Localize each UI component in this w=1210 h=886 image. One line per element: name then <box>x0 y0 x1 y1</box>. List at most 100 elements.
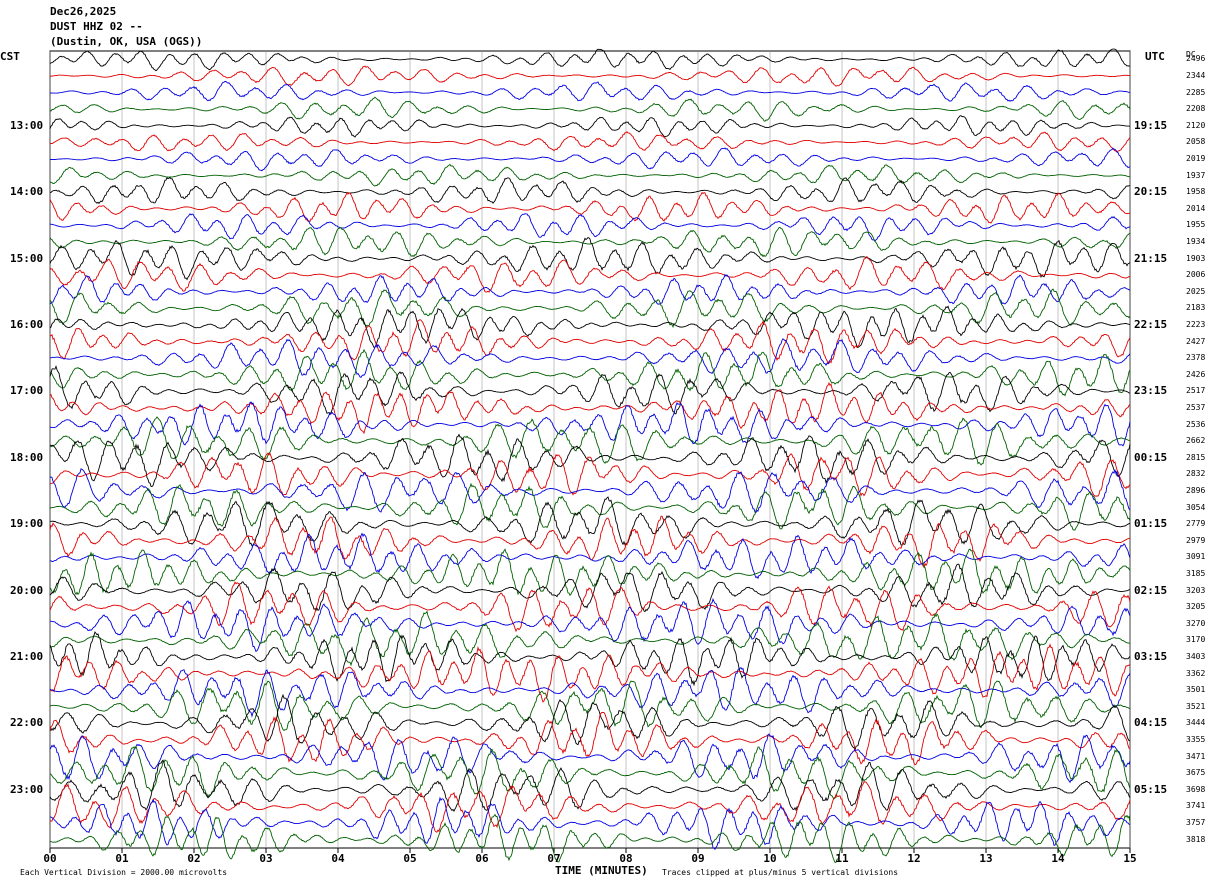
dc-label: 1958 <box>1186 187 1206 197</box>
x-tick-label: 13 <box>979 852 993 865</box>
x-tick-label: 14 <box>1051 852 1065 865</box>
trace-line <box>49 416 1131 466</box>
dc-label: 2496 <box>1186 54 1206 64</box>
trace-line <box>49 236 1131 281</box>
dc-column-label: DC <box>1186 50 1196 59</box>
trace-line <box>49 80 1130 102</box>
right-time-label: 02:15 <box>1134 583 1168 597</box>
dc-label: 3185 <box>1186 569 1206 579</box>
trace-line <box>49 319 1131 364</box>
dc-label: 2537 <box>1186 402 1206 412</box>
dc-label: 2979 <box>1186 535 1206 545</box>
dc-label: 2896 <box>1186 486 1206 495</box>
trace-line <box>49 65 1130 87</box>
dc-label: 3403 <box>1186 652 1206 662</box>
left-time-label: 14:00 <box>10 185 44 199</box>
dc-label: 3501 <box>1186 685 1206 695</box>
dc-label: 1955 <box>1186 220 1206 230</box>
dc-label: 1934 <box>1186 236 1206 246</box>
trace-line <box>49 563 1131 613</box>
x-tick-label: 10 <box>763 852 777 865</box>
dc-label: 3203 <box>1186 585 1206 595</box>
dc-label: 2183 <box>1186 303 1206 313</box>
header-station: DUST HHZ 02 -- <box>50 20 143 33</box>
plot-frame <box>49 50 1131 849</box>
x-tick-label: 11 <box>835 852 849 865</box>
dc-label: 2019 <box>1186 153 1206 163</box>
right-time-label: 20:15 <box>1134 185 1168 199</box>
dc-label: 3170 <box>1186 635 1206 645</box>
dc-label: 3270 <box>1186 618 1206 628</box>
x-tick-label: 06 <box>475 852 489 865</box>
dc-label: 2832 <box>1186 469 1206 479</box>
dc-label: 2427 <box>1186 336 1206 346</box>
left-time-label: 15:00 <box>10 251 44 265</box>
right-time-label: 04:15 <box>1134 716 1168 730</box>
dc-label: 3054 <box>1186 502 1206 512</box>
dc-label: 3444 <box>1186 718 1206 728</box>
dc-label: 2120 <box>1186 120 1206 130</box>
dc-label: 1903 <box>1186 253 1206 263</box>
x-tick-label: 02 <box>187 852 201 865</box>
scale-note: Each Vertical Division = 2000.00 microvo… <box>20 868 228 877</box>
dc-label: 3757 <box>1186 818 1206 828</box>
right-timezone-label: UTC <box>1145 50 1165 63</box>
dc-label: 1937 <box>1186 170 1206 180</box>
trace-line <box>49 680 1131 731</box>
trace-line <box>49 226 1131 258</box>
left-time-label: 16:00 <box>10 317 44 331</box>
left-timezone-label: CST <box>0 50 20 63</box>
right-time-label: 23:15 <box>1134 384 1168 398</box>
trace-line <box>49 381 1131 435</box>
x-axis-label: TIME (MINUTES) <box>555 864 648 877</box>
trace-line <box>49 213 1131 242</box>
dc-label: 2815 <box>1186 452 1206 462</box>
trace-line <box>49 515 1131 569</box>
right-time-label: 01:15 <box>1134 517 1168 531</box>
trace-line <box>49 759 1131 813</box>
left-time-label: 20:00 <box>10 583 44 597</box>
right-time-label: 22:15 <box>1134 317 1168 331</box>
dc-label: 2517 <box>1186 386 1206 396</box>
x-tick-label: 01 <box>115 852 129 865</box>
dc-label: 2662 <box>1186 436 1206 446</box>
trace-line <box>50 131 1131 153</box>
trace-line <box>49 532 1131 580</box>
right-time-label: 03:15 <box>1134 650 1168 664</box>
trace-line <box>49 610 1131 667</box>
left-time-label: 23:00 <box>10 782 44 796</box>
trace-line <box>49 597 1131 653</box>
x-tick-label: 03 <box>259 852 273 865</box>
x-tick-label: 07 <box>547 852 561 865</box>
trace-line <box>49 115 1131 138</box>
trace-line <box>49 364 1131 416</box>
dc-label: 3355 <box>1186 735 1206 745</box>
dc-label: 2426 <box>1186 369 1206 379</box>
trace-line <box>49 191 1131 224</box>
dc-label: 3741 <box>1186 801 1206 811</box>
clip-note: Traces clipped at plus/minus 5 vertical … <box>662 868 899 877</box>
trace-line <box>49 147 1131 172</box>
right-time-label: 00:15 <box>1134 450 1168 464</box>
left-time-label: 17:00 <box>10 384 44 398</box>
trace-line <box>49 666 1131 718</box>
trace-line <box>49 468 1131 513</box>
header-location: (Dustin, OK, USA (OGS)) <box>50 35 203 48</box>
dc-label: 2344 <box>1186 70 1206 80</box>
trace-line <box>49 288 1131 328</box>
dc-label: 2025 <box>1186 286 1206 296</box>
dc-label: 3471 <box>1186 751 1206 761</box>
right-time-label: 21:15 <box>1134 251 1168 265</box>
trace-line <box>49 581 1131 633</box>
trace-line <box>49 163 1131 187</box>
left-time-label: 19:00 <box>10 517 44 531</box>
x-tick-label: 04 <box>331 852 345 865</box>
trace-line <box>49 643 1131 703</box>
trace-line <box>49 176 1131 205</box>
trace-line <box>49 452 1131 497</box>
x-tick-label: 00 <box>43 852 57 865</box>
trace-line <box>49 433 1131 487</box>
trace-line <box>49 548 1131 596</box>
left-time-label: 21:00 <box>10 650 44 664</box>
